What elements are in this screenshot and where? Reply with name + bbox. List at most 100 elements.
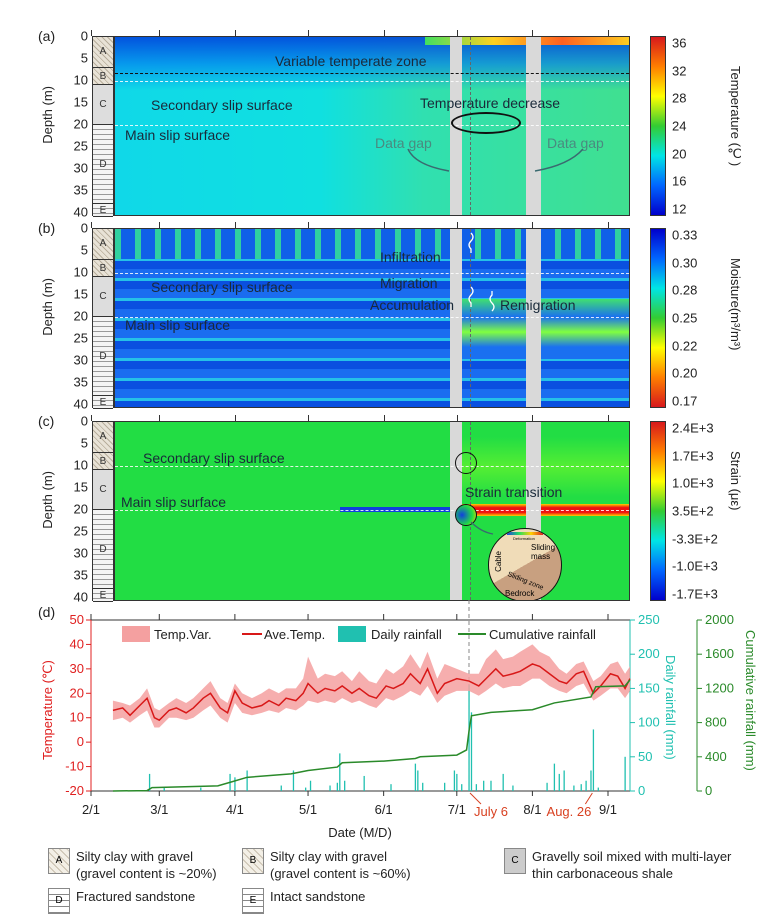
legend-text-E: Intact sandstone: [270, 888, 365, 905]
daily-rainfall-bar: [580, 784, 582, 791]
daily-axis-label: Daily rainfall (mm): [663, 655, 678, 760]
temp-variation-band: [112, 644, 630, 728]
annotation-remigration: Remigration: [500, 297, 576, 313]
x-tick-label: 8/1: [523, 802, 541, 817]
panel-label-b: (b): [38, 220, 56, 236]
legend-label: Cumulative rainfall: [489, 627, 596, 642]
colorbar-tick: 28: [672, 90, 687, 106]
legend-swatch-C: C: [504, 848, 526, 874]
depth-tick: 35: [73, 374, 88, 390]
legend-swatch-E: E: [242, 888, 264, 914]
x-tick-label: 2/1: [82, 802, 100, 817]
strain-circle: [455, 504, 477, 526]
daily-rainfall-bar: [597, 787, 599, 791]
rainfall-temperature-chart: 50403020100-10-2025020015010050020001600…: [40, 600, 758, 840]
x-tick-label: 6/1: [375, 802, 393, 817]
colorbar-tick: 0.22: [672, 338, 698, 354]
cumulative-tick-label: 1600: [705, 646, 734, 661]
depth-tick: 35: [73, 182, 88, 198]
temp-tick-label: 30: [70, 661, 84, 676]
depth-axis-label: Depth (m): [40, 471, 55, 529]
temp-tick-label: -10: [65, 759, 84, 774]
heatmap-a: Variable temperate zone Secondary slip su…: [114, 36, 630, 216]
event-arrow: [584, 792, 593, 805]
daily-rainfall-bar: [329, 785, 331, 791]
annotation-main: Main slip surface: [125, 127, 231, 143]
month-tick: [608, 30, 609, 36]
layer-C: C: [93, 470, 113, 510]
daily-rainfall-bar: [414, 763, 417, 791]
daily-rainfall-bar: [148, 773, 151, 791]
colorbar-tick: 0.20: [672, 365, 698, 381]
depth-axis-label: Depth (m): [40, 278, 55, 336]
cumulative-rainfall-line: [112, 679, 631, 792]
depth-tick: 25: [73, 138, 88, 154]
inset-sliding-mass-label: Sliding mass: [531, 543, 556, 561]
heatmap-c: Secondary slip surface Main slip surface S…: [114, 421, 630, 601]
month-tick: [383, 415, 385, 421]
annotation-infiltration: Infiltration: [380, 249, 441, 265]
colorbar-tick: 32: [672, 63, 687, 79]
inset-deformation-label: Deformation: [513, 536, 535, 541]
main-slip-line: [115, 124, 629, 126]
daily-rainfall-bar: [470, 712, 473, 791]
legend-swatch-D: D: [48, 888, 70, 914]
legend-swatch-daily-rainfall: [338, 626, 366, 642]
cumulative-tick-label: 800: [705, 715, 727, 730]
month-tick: [456, 415, 458, 421]
daily-rainfall-bar: [573, 785, 575, 791]
daily-rainfall-bar: [200, 787, 202, 791]
temp-tick-label: 40: [70, 636, 84, 651]
cumulative-tick-label: 1200: [705, 680, 734, 695]
x-axis-label: Date (M/D): [328, 825, 392, 840]
daily-rainfall-bar: [305, 787, 307, 791]
daily-rainfall-bar: [512, 785, 514, 791]
temperature-axis-label: Temperature (℃): [40, 660, 55, 760]
data-gap-arrows: [407, 148, 584, 172]
annotation-secondary: Secondary slip surface: [143, 450, 285, 466]
depth-tick: 15: [73, 94, 88, 110]
month-tick: [383, 222, 385, 228]
annotation-migration: Migration: [380, 275, 438, 291]
annotation-main: Main slip surface: [125, 317, 231, 333]
daily-rainfall-bar: [417, 770, 419, 791]
daily-rainfall-bar: [490, 780, 492, 791]
month-tick: [234, 30, 236, 36]
month-tick: [608, 222, 609, 228]
layer-B: B: [93, 259, 113, 278]
moisture-arrows: [468, 232, 495, 312]
month-tick: [91, 415, 92, 421]
daily-rainfall-bar: [336, 782, 339, 791]
colorbar-tick: 20: [672, 146, 687, 162]
daily-rainfall-bar: [339, 753, 341, 791]
heatmap-b: Infiltration Migration Accumulation Remigra…: [114, 228, 630, 408]
depth-tick: 0: [80, 220, 88, 236]
legend-swatch-B: B: [242, 848, 264, 874]
x-tick-label: 9/1: [599, 802, 617, 817]
colorbar-tick: 16: [672, 173, 687, 189]
colorbar-tick: 1.0E+3: [672, 475, 714, 491]
depth-tick: 30: [73, 545, 88, 561]
daily-tick-label: 0: [638, 783, 645, 798]
legend-line: Silty clay with gravel: [270, 849, 388, 864]
daily-rainfall-bar: [390, 784, 392, 791]
legend-line: Gravelly soil mixed with multi-layer: [532, 849, 732, 864]
colorbar-tick: -1.0E+3: [672, 558, 718, 574]
depth-tick: 5: [80, 50, 88, 66]
depth-tick: 40: [73, 204, 88, 220]
x-tick-label: 3/1: [150, 802, 168, 817]
month-tick: [532, 415, 534, 421]
colorbar-tick: -1.7E+3: [672, 586, 718, 602]
x-tick-label: 7/1: [448, 802, 466, 817]
temperature-decrease-ellipse: [451, 112, 521, 134]
layer-B: B: [93, 452, 113, 471]
month-tick: [308, 222, 310, 228]
average-temperature-line: [112, 663, 631, 722]
daily-rainfall-bar: [483, 780, 485, 791]
month-tick: [608, 415, 609, 421]
colorbar-tick: 36: [672, 35, 687, 51]
month-tick: [234, 222, 236, 228]
annotation-temp_decrease: Temperature decrease: [420, 95, 561, 111]
